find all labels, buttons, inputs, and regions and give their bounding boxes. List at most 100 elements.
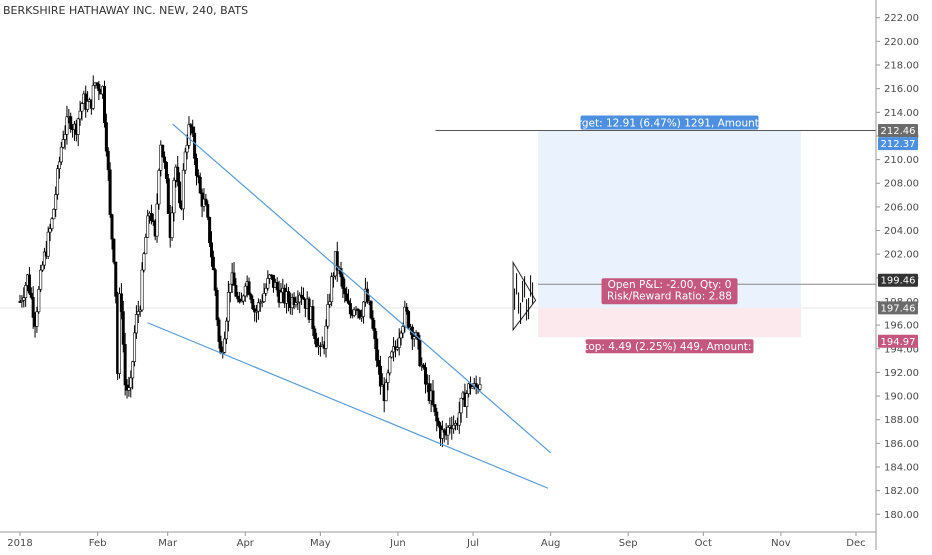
candle-body	[240, 300, 244, 303]
price-badge	[878, 273, 918, 287]
candle-body	[211, 256, 215, 271]
candle-body	[339, 268, 343, 278]
candle-body	[209, 242, 213, 258]
candle-body	[362, 301, 366, 317]
candle-body	[108, 169, 112, 215]
candle-body	[189, 124, 193, 128]
candle-body	[236, 295, 240, 300]
price-badge-label: 212.37	[881, 139, 916, 150]
candle-body	[46, 231, 50, 257]
stop-label: Stop: 4.49 (2.25%) 449, Amount: 1	[578, 341, 762, 353]
candle-body	[176, 166, 180, 183]
candle-body	[345, 293, 349, 302]
candle-body	[292, 297, 296, 306]
candle-body	[232, 272, 236, 286]
candle-body	[371, 317, 375, 329]
candle-body	[365, 288, 369, 303]
candle-body	[335, 251, 339, 271]
candle-body	[27, 274, 31, 294]
lower-trendline	[147, 322, 549, 489]
price-tick-label: 186.00	[884, 439, 919, 450]
candle-body	[161, 144, 165, 158]
price-tick-label: 182.00	[884, 486, 919, 497]
candle-body	[407, 310, 411, 329]
candle-body	[343, 288, 347, 295]
candle-body	[373, 328, 377, 340]
candle-body	[18, 301, 22, 303]
candle-body	[467, 383, 471, 394]
candle-body	[163, 156, 167, 163]
candle-body	[31, 297, 35, 318]
candle-body	[395, 347, 399, 350]
price-tick-label: 194.00	[884, 344, 919, 355]
position-zones	[435, 130, 876, 338]
candle-body	[86, 101, 90, 110]
price-tick-label: 216.00	[884, 84, 919, 95]
candle-body	[114, 261, 118, 297]
trendlines	[147, 123, 552, 489]
candle-body	[313, 328, 317, 339]
price-badges: 212.46 212.37 199.46 197.46 194.97	[878, 124, 918, 348]
candle-body	[271, 274, 275, 288]
candle-body	[348, 303, 352, 315]
candle-body	[341, 276, 345, 289]
candle-body	[418, 339, 422, 367]
price-badge-label: 212.46	[881, 126, 916, 137]
candle-body	[134, 314, 138, 334]
candle-body	[260, 301, 264, 303]
candle-body	[437, 420, 441, 427]
time-tick-label: Jun	[389, 538, 406, 549]
candle-body	[465, 393, 469, 407]
candle-body	[50, 218, 54, 229]
candle-body	[119, 293, 123, 312]
price-tick-label: 220.00	[884, 37, 919, 48]
candle-body	[138, 309, 142, 312]
candle-body	[298, 294, 302, 303]
candle-body	[356, 308, 360, 311]
candle-body	[80, 103, 84, 112]
candle-body	[375, 338, 379, 361]
price-badge	[878, 301, 918, 315]
price-tick-label: 208.00	[884, 179, 919, 190]
candle-body	[183, 151, 187, 171]
candle-body	[399, 332, 403, 339]
price-tick-label: 192.00	[884, 368, 919, 379]
candle-body	[369, 300, 373, 319]
candle-body	[133, 332, 137, 363]
candle-body	[247, 281, 251, 295]
candle-body	[452, 424, 456, 430]
candle-body	[388, 356, 392, 374]
chart-title: BERKSHIRE HATHAWAY INC. NEW, 240, BATS	[3, 4, 248, 17]
candle-body	[191, 126, 195, 134]
candle-body	[412, 336, 416, 340]
candle-body	[234, 285, 238, 297]
time-tick-label: Mar	[158, 538, 178, 549]
candle-body	[193, 132, 197, 159]
candle-body	[301, 297, 305, 300]
candle-body	[251, 299, 255, 310]
candle-body	[142, 253, 146, 271]
candle-body	[159, 144, 163, 171]
candle-body	[431, 390, 435, 405]
candle-body	[24, 285, 28, 298]
price-tick-label: 202.00	[884, 250, 919, 261]
candle-body	[358, 310, 362, 319]
candle-body	[332, 275, 336, 278]
candle-body	[164, 162, 168, 179]
candle-body	[433, 404, 437, 413]
candle-body	[347, 300, 351, 304]
candle-body	[136, 311, 140, 315]
candle-body	[20, 300, 24, 302]
candle-body	[127, 387, 131, 391]
candle-body	[204, 198, 208, 205]
candle-body	[187, 124, 191, 146]
candle-body	[446, 426, 450, 436]
upper-trendline	[172, 123, 552, 454]
price-badge-label: 194.97	[881, 337, 916, 348]
candle-body	[378, 365, 382, 387]
candle-body	[459, 397, 463, 414]
candle-body	[170, 212, 174, 238]
candle-body	[422, 364, 426, 368]
